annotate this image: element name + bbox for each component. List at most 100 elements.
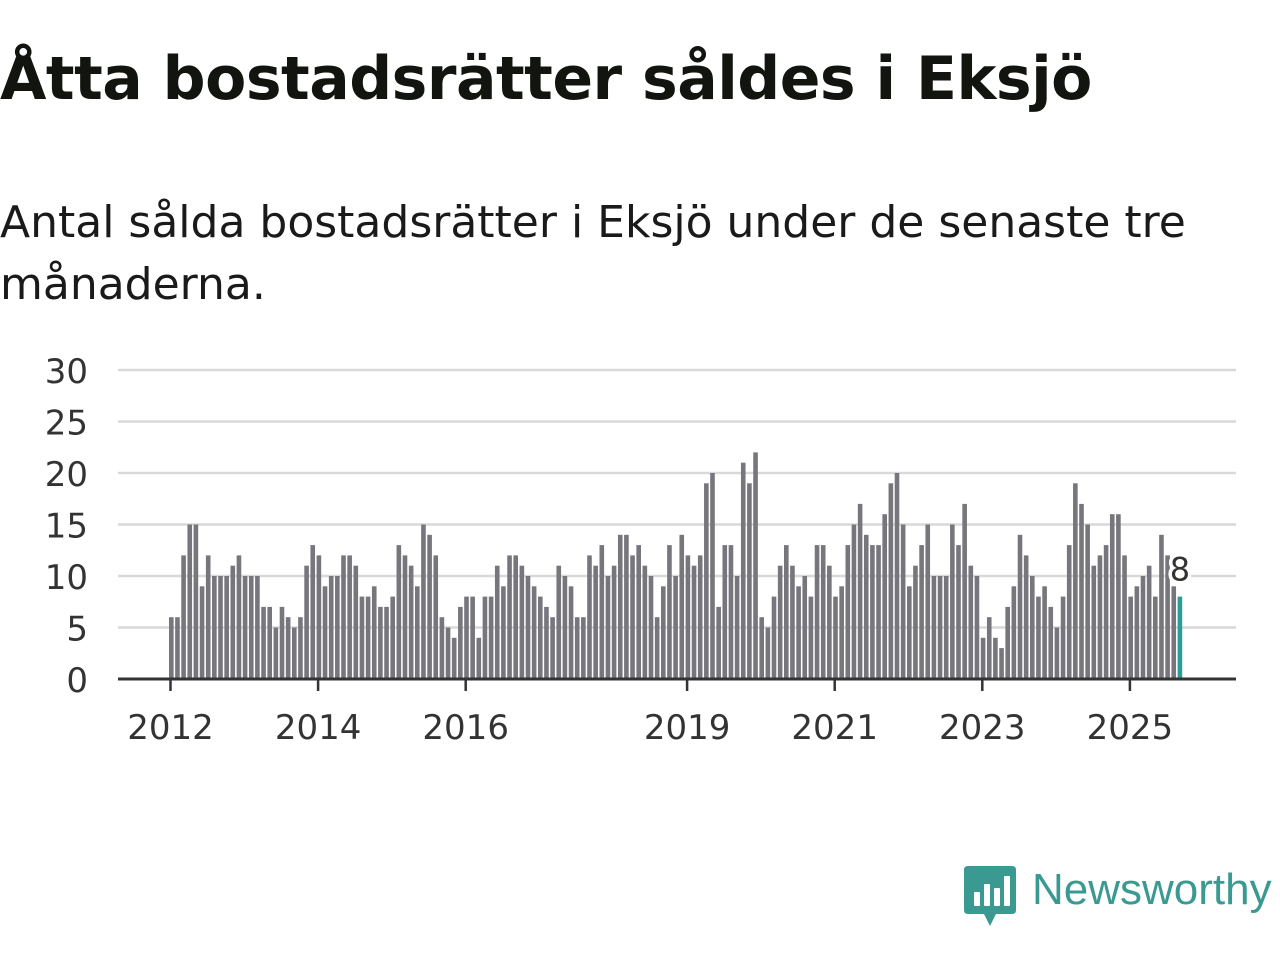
bar: [827, 565, 832, 679]
bar: [359, 596, 365, 679]
bar: [888, 483, 894, 679]
bar: [919, 545, 924, 679]
bar: [839, 586, 844, 679]
bar: [814, 545, 820, 679]
bar: [913, 565, 918, 679]
chart-subtitle: Antal sålda bostadsrätter i Eksjö under …: [0, 197, 1186, 310]
bar: [199, 586, 205, 679]
bar: [1023, 555, 1029, 679]
bar: [740, 462, 746, 679]
bar: [691, 565, 697, 679]
y-tick-label: 30: [45, 352, 88, 392]
bar: [550, 617, 555, 679]
bar: [1085, 524, 1090, 679]
bar: [808, 596, 814, 679]
x-tick-label: 2012: [127, 708, 214, 748]
bar: [802, 576, 808, 679]
bar: [587, 555, 592, 679]
bar: [710, 473, 715, 679]
bar: [820, 545, 826, 679]
bar: [1097, 555, 1103, 679]
bar: [433, 555, 439, 679]
bar: [1048, 606, 1054, 679]
bar: [697, 555, 703, 679]
bar: [494, 565, 500, 679]
x-tick-label: 2014: [275, 708, 362, 748]
bar: [1109, 514, 1115, 679]
bar: [900, 524, 906, 679]
bar: [1054, 627, 1060, 679]
bar: [728, 545, 734, 679]
x-tick-label: 2025: [1087, 708, 1174, 748]
bar: [488, 596, 494, 679]
bar: [181, 555, 186, 679]
y-tick-label: 10: [45, 558, 88, 598]
bar: [507, 555, 512, 679]
bar: [648, 576, 654, 679]
bar: [679, 534, 685, 679]
bar: [974, 576, 980, 679]
bar: [476, 637, 482, 679]
bar: [353, 565, 359, 679]
bar: [279, 606, 285, 679]
bar: [863, 534, 869, 679]
bar: [531, 586, 537, 679]
bar: [704, 483, 709, 679]
bar: [445, 627, 451, 679]
bar: [956, 545, 961, 679]
bar: [857, 503, 863, 679]
bar: [236, 555, 242, 679]
bar: [248, 576, 254, 679]
bar: [415, 586, 420, 679]
bar: [611, 565, 617, 679]
bar: [1165, 555, 1170, 679]
x-tick-label: 2019: [644, 708, 731, 748]
bar: [568, 586, 574, 679]
bar: [937, 576, 943, 679]
bar: [950, 524, 955, 679]
bar: [605, 576, 611, 679]
bar: [599, 545, 605, 679]
bar: [267, 606, 272, 679]
newsworthy-logo-icon: [964, 866, 1016, 926]
bar: [753, 452, 758, 679]
axes: [118, 677, 1236, 691]
y-tick-label: 20: [45, 455, 88, 495]
bar: [322, 586, 328, 679]
bar: [882, 514, 887, 679]
bar: [943, 576, 949, 679]
bar: [402, 555, 408, 679]
bar: [734, 576, 740, 679]
bar: [292, 627, 297, 679]
bar: [1030, 576, 1035, 679]
bar: [242, 576, 248, 679]
bar: [581, 617, 586, 679]
bar: [1140, 576, 1146, 679]
bar: [722, 545, 728, 679]
bar: [169, 617, 174, 679]
bar: [285, 617, 291, 679]
y-tick-label: 0: [66, 661, 88, 701]
bar: [784, 545, 789, 679]
bar: [1017, 534, 1023, 679]
bar: [384, 606, 389, 679]
bar: [273, 627, 279, 679]
bar: [1134, 586, 1140, 679]
bar: [464, 596, 469, 679]
y-tick-label: 15: [45, 507, 88, 547]
bar: [513, 555, 518, 679]
bar: [1128, 596, 1133, 679]
x-tick-label: 2016: [422, 708, 509, 748]
bar: [980, 637, 986, 679]
highlight-value-label: 8: [1170, 551, 1190, 589]
bar: [316, 555, 322, 679]
bar: [378, 606, 383, 679]
bar: [1011, 586, 1017, 679]
bar: [538, 596, 543, 679]
bar: [1036, 596, 1041, 679]
y-tick-label: 25: [45, 404, 88, 444]
bar: [230, 565, 236, 679]
x-tick-label: 2021: [791, 708, 878, 748]
bar: [642, 565, 648, 679]
